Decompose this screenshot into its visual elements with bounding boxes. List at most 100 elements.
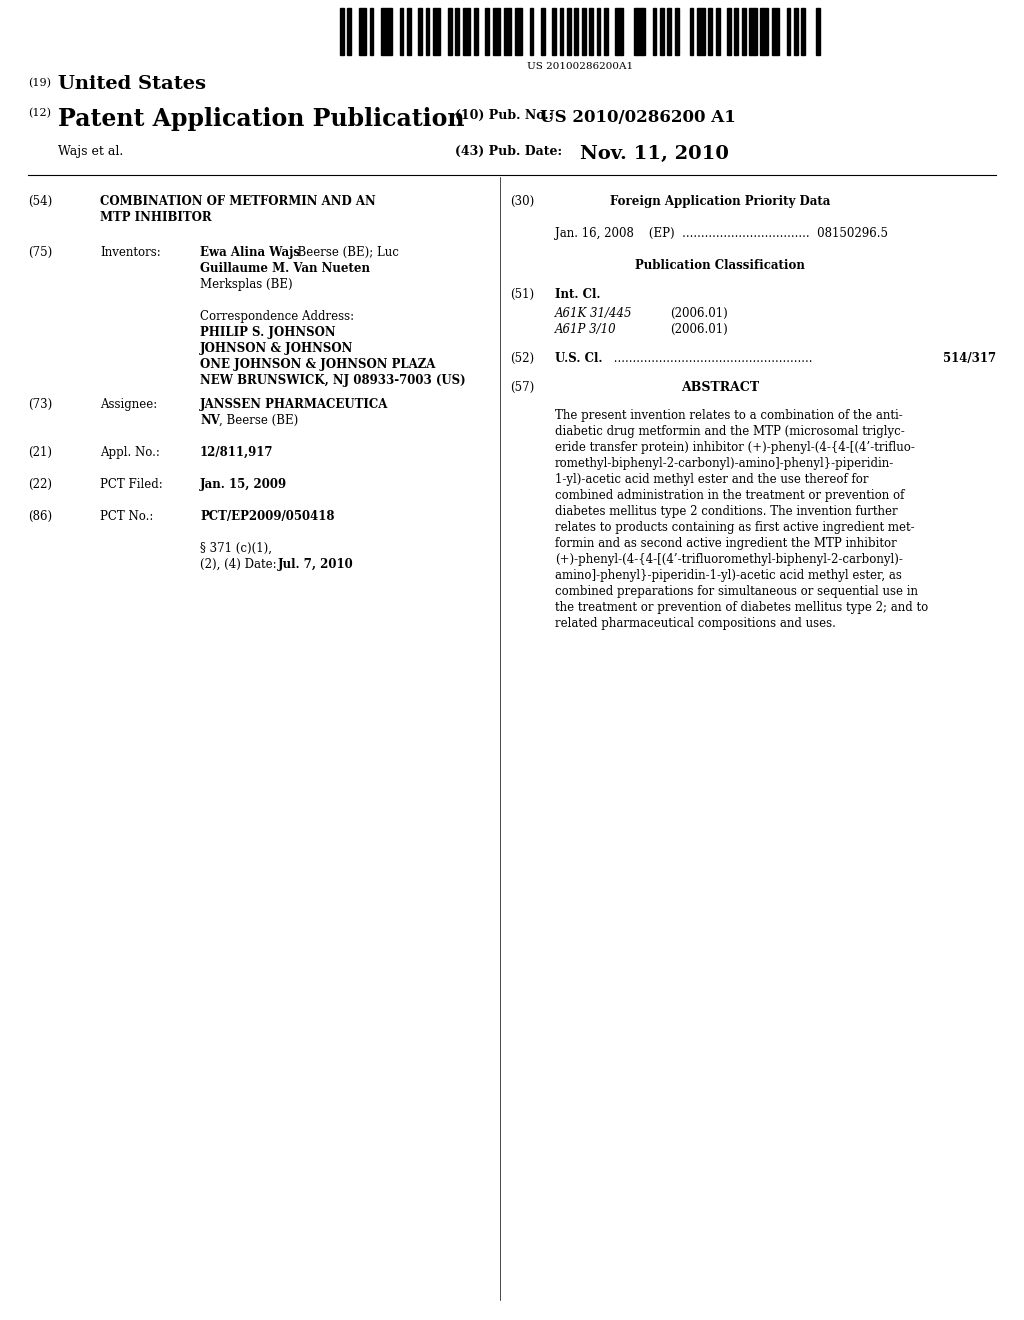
Text: United States: United States: [58, 75, 206, 92]
Text: A61P 3/10: A61P 3/10: [555, 323, 616, 337]
Bar: [727, 8, 731, 55]
Text: Guillaume M. Van Nueten: Guillaume M. Van Nueten: [200, 263, 370, 275]
Text: .....................................................: ........................................…: [610, 352, 812, 364]
Text: Correspondence Address:: Correspondence Address:: [200, 310, 354, 323]
Bar: [786, 8, 791, 55]
Bar: [761, 8, 768, 55]
Text: Wajs et al.: Wajs et al.: [58, 145, 123, 158]
Bar: [660, 8, 664, 55]
Bar: [567, 8, 570, 55]
Text: combined administration in the treatment or prevention of: combined administration in the treatment…: [555, 490, 904, 503]
Bar: [358, 8, 366, 55]
Text: 12/811,917: 12/811,917: [200, 446, 273, 459]
Text: , Beerse (BE); Luc: , Beerse (BE); Luc: [290, 247, 399, 259]
Text: COMBINATION OF METFORMIN AND AN: COMBINATION OF METFORMIN AND AN: [100, 195, 376, 209]
Text: PCT No.:: PCT No.:: [100, 511, 154, 523]
Bar: [802, 8, 805, 55]
Bar: [634, 8, 645, 55]
Bar: [485, 8, 488, 55]
Text: combined preparations for simultaneous or sequential use in: combined preparations for simultaneous o…: [555, 585, 918, 598]
Bar: [697, 8, 705, 55]
Text: amino]-phenyl}-piperidin-1-yl)-acetic acid methyl ester, as: amino]-phenyl}-piperidin-1-yl)-acetic ac…: [555, 569, 902, 582]
Text: (21): (21): [28, 446, 52, 459]
Bar: [541, 8, 545, 55]
Bar: [433, 8, 440, 55]
Text: PCT/EP2009/050418: PCT/EP2009/050418: [200, 511, 335, 523]
Text: § 371 (c)(1),: § 371 (c)(1),: [200, 543, 272, 556]
Text: (43) Pub. Date:: (43) Pub. Date:: [455, 145, 562, 158]
Bar: [447, 8, 452, 55]
Text: , Beerse (BE): , Beerse (BE): [219, 414, 298, 428]
Bar: [515, 8, 522, 55]
Bar: [709, 8, 712, 55]
Bar: [426, 8, 429, 55]
Text: (12): (12): [28, 108, 51, 119]
Text: JOHNSON & JOHNSON: JOHNSON & JOHNSON: [200, 342, 353, 355]
Text: romethyl-biphenyl-2-carbonyl)-amino]-phenyl}-piperidin-: romethyl-biphenyl-2-carbonyl)-amino]-phe…: [555, 458, 894, 470]
Text: relates to products containing as first active ingredient met-: relates to products containing as first …: [555, 521, 914, 535]
Text: (2), (4) Date:: (2), (4) Date:: [200, 558, 276, 572]
Bar: [604, 8, 608, 55]
Text: US 20100286200A1: US 20100286200A1: [527, 62, 633, 71]
Text: (73): (73): [28, 399, 52, 412]
Bar: [529, 8, 534, 55]
Bar: [418, 8, 422, 55]
Bar: [675, 8, 679, 55]
Bar: [816, 8, 820, 55]
Text: Jan. 16, 2008    (EP)  ..................................  08150296.5: Jan. 16, 2008 (EP) .....................…: [555, 227, 888, 240]
Text: 1-yl)-acetic acid methyl ester and the use thereof for: 1-yl)-acetic acid methyl ester and the u…: [555, 474, 868, 486]
Text: related pharmaceutical compositions and uses.: related pharmaceutical compositions and …: [555, 618, 836, 631]
Text: (52): (52): [510, 352, 535, 364]
Bar: [504, 8, 511, 55]
Text: Nov. 11, 2010: Nov. 11, 2010: [580, 145, 729, 162]
Bar: [399, 8, 403, 55]
Text: (10) Pub. No.:: (10) Pub. No.:: [455, 110, 553, 121]
Bar: [370, 8, 374, 55]
Text: Ewa Alina Wajs: Ewa Alina Wajs: [200, 247, 300, 259]
Text: JANSSEN PHARMACEUTICA: JANSSEN PHARMACEUTICA: [200, 399, 388, 412]
Text: formin and as second active ingredient the MTP inhibitor: formin and as second active ingredient t…: [555, 537, 897, 550]
Bar: [407, 8, 411, 55]
Text: ABSTRACT: ABSTRACT: [681, 380, 759, 393]
Bar: [741, 8, 745, 55]
Text: diabetic drug metformin and the MTP (microsomal triglyc-: diabetic drug metformin and the MTP (mic…: [555, 425, 905, 438]
Text: PHILIP S. JOHNSON: PHILIP S. JOHNSON: [200, 326, 336, 339]
Text: MTP INHIBITOR: MTP INHIBITOR: [100, 211, 212, 224]
Text: Publication Classification: Publication Classification: [635, 259, 805, 272]
Bar: [381, 8, 392, 55]
Text: Jul. 7, 2010: Jul. 7, 2010: [278, 558, 353, 572]
Text: ONE JOHNSON & JOHNSON PLAZA: ONE JOHNSON & JOHNSON PLAZA: [200, 358, 435, 371]
Bar: [652, 8, 656, 55]
Bar: [340, 8, 344, 55]
Text: (51): (51): [510, 288, 535, 301]
Bar: [716, 8, 720, 55]
Text: PCT Filed:: PCT Filed:: [100, 478, 163, 491]
Text: (57): (57): [510, 380, 535, 393]
Bar: [794, 8, 798, 55]
Text: (22): (22): [28, 478, 52, 491]
Text: A61K 31/445: A61K 31/445: [555, 308, 633, 319]
Text: The present invention relates to a combination of the anti-: The present invention relates to a combi…: [555, 409, 903, 422]
Bar: [582, 8, 586, 55]
Bar: [463, 8, 470, 55]
Text: eride transfer protein) inhibitor (+)-phenyl-(4-{4-[(4’-trifluo-: eride transfer protein) inhibitor (+)-ph…: [555, 441, 914, 454]
Text: (2006.01): (2006.01): [670, 323, 728, 337]
Text: (30): (30): [510, 195, 535, 209]
Bar: [690, 8, 693, 55]
Bar: [559, 8, 563, 55]
Text: (54): (54): [28, 195, 52, 209]
Text: Appl. No.:: Appl. No.:: [100, 446, 160, 459]
Text: diabetes mellitus type 2 conditions. The invention further: diabetes mellitus type 2 conditions. The…: [555, 506, 898, 519]
Text: U.S. Cl.: U.S. Cl.: [555, 352, 602, 364]
Text: NEW BRUNSWICK, NJ 08933-7003 (US): NEW BRUNSWICK, NJ 08933-7003 (US): [200, 374, 466, 387]
Bar: [493, 8, 500, 55]
Text: NV: NV: [200, 414, 220, 428]
Bar: [615, 8, 623, 55]
Bar: [456, 8, 459, 55]
Bar: [734, 8, 738, 55]
Text: Merksplas (BE): Merksplas (BE): [200, 279, 293, 292]
Bar: [597, 8, 600, 55]
Bar: [574, 8, 579, 55]
Text: (19): (19): [28, 78, 51, 88]
Text: the treatment or prevention of diabetes mellitus type 2; and to: the treatment or prevention of diabetes …: [555, 602, 928, 614]
